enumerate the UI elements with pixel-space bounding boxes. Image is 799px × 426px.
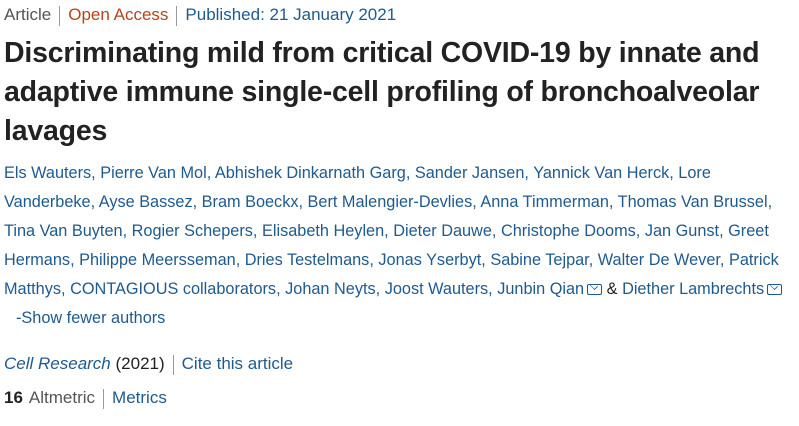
article-type: Article — [4, 5, 52, 24]
author-link[interactable]: Thomas Van Brussel — [617, 193, 768, 211]
divider — [172, 354, 174, 375]
author-link[interactable]: Anna Timmerman — [480, 193, 609, 211]
author-link[interactable]: Els Wauters — [4, 164, 92, 182]
author-link[interactable]: Abhishek Dinkarnath Garg — [214, 164, 406, 182]
divider — [103, 388, 105, 409]
author-link[interactable]: Dries Testelmans — [244, 251, 370, 269]
altmetric-score: 16 — [4, 388, 23, 407]
article-meta: Article Open Access Published: 21 January … — [4, 4, 795, 26]
metrics-link[interactable]: Metrics — [112, 388, 167, 407]
author-link[interactable]: Rogier Schepers — [131, 222, 253, 240]
author-link[interactable]: Pierre Van Mol — [100, 164, 207, 182]
published-date: Published: 21 January 2021 — [185, 5, 397, 24]
author-link[interactable]: Yannick Van Herck — [533, 164, 670, 182]
journal-year: (2021) — [115, 354, 165, 373]
journal-name[interactable]: Cell Research — [4, 354, 111, 373]
author-link[interactable]: Diether Lambrechts — [622, 280, 765, 298]
author-link[interactable]: Johan Neyts — [285, 280, 376, 298]
author-link[interactable]: Tina Van Buyten — [4, 222, 123, 240]
article-title: Discriminating mild from critical COVID-… — [4, 37, 760, 147]
author-link[interactable]: Christophe Dooms — [500, 222, 636, 240]
author-link[interactable]: Patrick Matthys — [4, 251, 779, 298]
author-link[interactable]: Philippe Meersseman — [79, 251, 236, 269]
metrics-bar: 16 Altmetric Metrics — [4, 385, 795, 411]
author-link[interactable]: Walter De Wever — [597, 251, 720, 269]
author-link[interactable]: Joost Wauters — [384, 280, 489, 298]
author-link[interactable]: Greet Hermans — [4, 222, 769, 269]
author-link[interactable]: Jonas Yserbyt — [378, 251, 482, 269]
author-link[interactable]: Sabine Tejpar — [490, 251, 589, 269]
author-link[interactable]: Elisabeth Heylen — [261, 222, 385, 240]
author-link[interactable]: Jan Gunst — [644, 222, 720, 240]
email-icon[interactable] — [587, 284, 603, 295]
author-link[interactable]: Bram Boeckx — [201, 193, 299, 211]
altmetric-label: Altmetric — [28, 388, 96, 407]
cite-article-link[interactable]: Cite this article — [181, 354, 294, 373]
author-link[interactable]: Bert Malengier-Devlies — [307, 193, 473, 211]
journal-info: Cell Research (2021) Cite this article — [4, 351, 795, 377]
author-link[interactable]: Lore Vanderbeke — [4, 164, 711, 211]
show-fewer-authors-button[interactable]: -Show fewer authors — [16, 309, 166, 327]
author-link[interactable]: Sander Jansen — [414, 164, 525, 182]
divider — [176, 5, 178, 26]
author-link[interactable]: Ayse Bassez — [98, 193, 193, 211]
author-list: Els Wauters, Pierre Van Mol, Abhishek Di… — [4, 159, 796, 333]
author-link[interactable]: Dieter Dauwe — [393, 222, 492, 240]
author-link[interactable]: Junbin Qian — [497, 280, 585, 298]
divider — [59, 5, 61, 26]
author-link[interactable]: CONTAGIOUS collaborators — [70, 280, 277, 298]
email-icon[interactable] — [767, 284, 783, 295]
ampersand: & — [606, 280, 618, 298]
open-access-badge: Open Access — [68, 5, 169, 24]
